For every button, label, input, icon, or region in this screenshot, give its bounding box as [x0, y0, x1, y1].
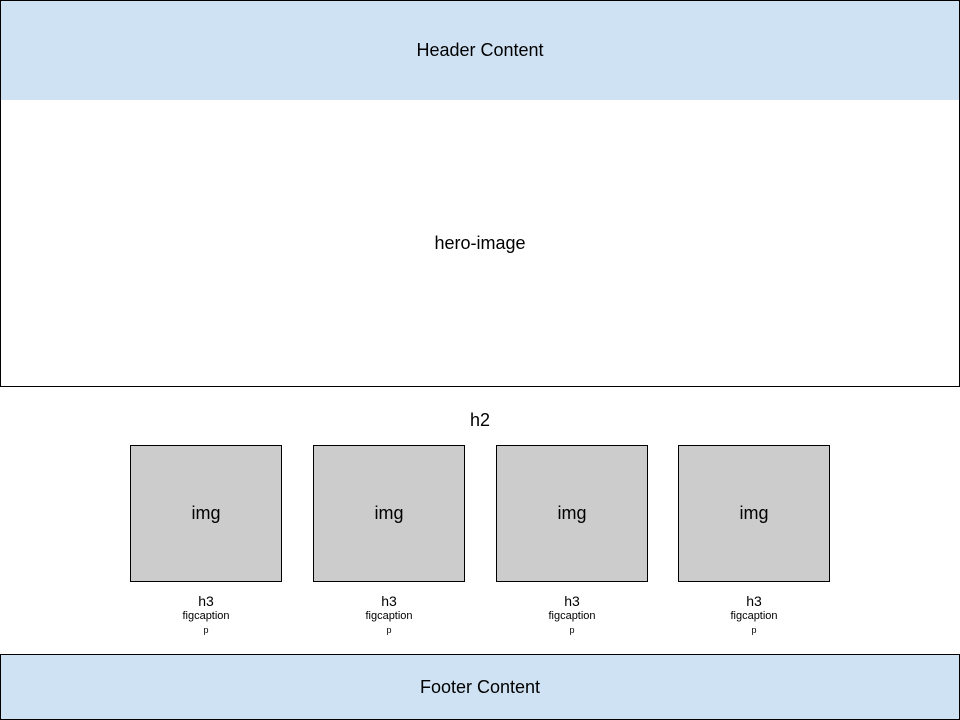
header-block: Header Content: [0, 0, 960, 101]
card-image-placeholder: img: [678, 445, 830, 582]
card-figcaption: figcaption: [730, 610, 778, 622]
section-heading: h2: [469, 410, 491, 430]
card-image-placeholder: img: [130, 445, 282, 582]
hero-image-block: hero-image: [0, 100, 960, 387]
footer-block: Footer Content: [0, 654, 960, 720]
card-image-label: img: [557, 503, 587, 523]
card-4: img h3 figcaption p: [678, 445, 830, 637]
card-figcaption: figcaption: [365, 610, 413, 622]
card-paragraph: p: [386, 625, 392, 635]
card-heading: h3: [746, 593, 762, 609]
card-paragraph: p: [751, 625, 757, 635]
card-3: img h3 figcaption p: [496, 445, 648, 637]
card-figcaption: figcaption: [182, 610, 230, 622]
card-image-label: img: [191, 503, 221, 523]
card-heading: h3: [381, 593, 397, 609]
card-image-label: img: [739, 503, 769, 523]
card-image-placeholder: img: [313, 445, 465, 582]
card-2: img h3 figcaption p: [313, 445, 465, 637]
card-heading: h3: [564, 593, 580, 609]
card-1: img h3 figcaption p: [130, 445, 282, 637]
card-figcaption: figcaption: [548, 610, 596, 622]
card-image-label: img: [374, 503, 404, 523]
card-paragraph: p: [203, 625, 209, 635]
footer-label: Footer Content: [419, 676, 541, 697]
card-paragraph: p: [569, 625, 575, 635]
header-label: Header Content: [416, 40, 544, 60]
card-heading: h3: [198, 593, 214, 609]
hero-label: hero-image: [434, 232, 526, 253]
card-image-placeholder: img: [496, 445, 648, 582]
